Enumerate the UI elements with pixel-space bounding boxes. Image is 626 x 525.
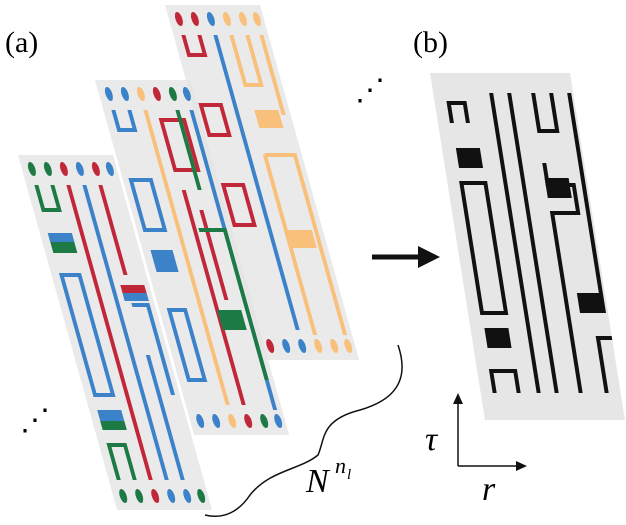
terminal [43, 162, 52, 176]
terminal [174, 12, 183, 26]
terminal [167, 489, 176, 503]
brace-label-sub: l [347, 467, 351, 483]
block [217, 310, 247, 330]
terminal [298, 339, 307, 353]
ellipsis: ⋰ [20, 404, 50, 437]
wire [446, 93, 613, 393]
terminal [119, 489, 128, 503]
block [100, 421, 127, 430]
axis-label: τ [425, 421, 439, 458]
terminal [260, 414, 269, 428]
terminal [168, 87, 177, 101]
wire [158, 118, 246, 405]
terminal [59, 162, 68, 176]
brace-label-sup: n [335, 453, 346, 478]
axis-label: r [482, 471, 496, 508]
brace-label: N [305, 463, 331, 500]
wire [111, 110, 278, 410]
terminal [183, 489, 192, 503]
layer-middle [95, 80, 290, 435]
terminal [152, 87, 161, 101]
layer-front [18, 155, 213, 510]
panel [430, 73, 625, 420]
terminal [344, 339, 353, 353]
terminal [274, 414, 283, 428]
block [254, 110, 284, 128]
ellipsis: ⋰ [355, 74, 385, 107]
terminal [105, 162, 114, 176]
wire [213, 35, 300, 330]
terminal [190, 12, 199, 26]
block [287, 230, 317, 248]
terminal [27, 162, 36, 176]
block [544, 178, 572, 198]
terminal [266, 339, 275, 353]
wire [66, 185, 153, 480]
panel [164, 5, 360, 360]
panel-label: (a) [5, 26, 38, 59]
terminal [238, 12, 247, 26]
wire [34, 185, 137, 480]
wire [181, 35, 257, 227]
block [122, 293, 149, 301]
terminal [120, 87, 129, 101]
layer-result [430, 73, 625, 420]
terminal [244, 414, 253, 428]
terminal [282, 339, 291, 353]
terminal [330, 339, 339, 353]
terminal [135, 489, 144, 503]
terminal [104, 87, 113, 101]
terminal [182, 87, 191, 101]
dots [104, 87, 283, 428]
terminal [136, 87, 145, 101]
arrow-head [418, 246, 440, 268]
terminal [206, 12, 215, 26]
dots [27, 162, 206, 503]
terminal [151, 489, 160, 503]
block [484, 328, 512, 348]
wire [175, 110, 269, 380]
terminal [314, 339, 323, 353]
wire [58, 185, 185, 480]
dots [174, 12, 353, 353]
terminal [222, 12, 231, 26]
terminal [252, 12, 261, 26]
wire [143, 110, 230, 405]
block [455, 148, 484, 168]
terminal [228, 414, 237, 428]
axis-arrow [453, 393, 463, 404]
panel-label: (b) [413, 26, 448, 59]
layer-back [164, 5, 360, 360]
terminal [91, 162, 100, 176]
block [47, 233, 75, 242]
brace [204, 344, 403, 517]
terminal [212, 414, 221, 428]
axis-arrow [516, 461, 527, 471]
wire [229, 35, 348, 335]
terminal [75, 162, 84, 176]
block [150, 250, 179, 272]
terminal [197, 489, 206, 503]
terminal [196, 414, 205, 428]
block [576, 293, 605, 313]
panel [95, 80, 290, 435]
